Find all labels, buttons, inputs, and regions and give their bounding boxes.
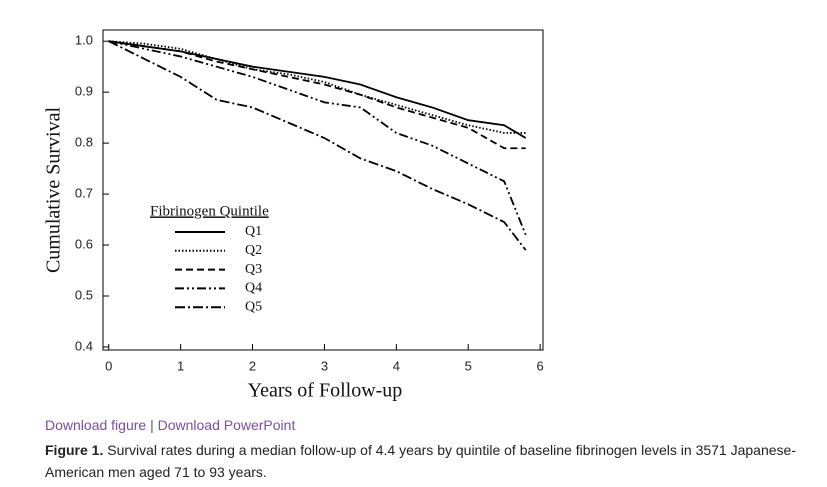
caption-label: Figure 1.	[45, 442, 104, 458]
x-tick-label: 4	[393, 358, 400, 373]
download-figure-link[interactable]: Download figure	[45, 417, 147, 433]
download-powerpoint-link[interactable]: Download PowerPoint	[157, 417, 296, 433]
y-axis-label: Cumulative Survival	[43, 107, 65, 274]
legend-label: Q2	[245, 243, 262, 258]
legend-title: Fibrinogen Quintile	[150, 203, 269, 219]
plot-frame	[102, 29, 544, 351]
chart: Years of Follow-up Cumulative Survival F…	[43, 29, 544, 402]
y-tick-label: 0.7	[75, 186, 93, 201]
x-tick-label: 2	[249, 358, 256, 373]
y-tick-label: 0.8	[75, 135, 93, 150]
download-links: Download figure | Download PowerPoint	[45, 417, 295, 433]
x-tick-label: 5	[465, 358, 472, 373]
legend-label: Q1	[245, 224, 262, 239]
x-axis-label: Years of Follow-up	[248, 380, 403, 402]
link-separator: |	[150, 417, 154, 433]
x-tick-label: 1	[177, 358, 184, 373]
y-tick-label: 0.4	[75, 338, 93, 353]
y-tick-label: 0.9	[75, 84, 93, 99]
legend-label: Q3	[245, 262, 262, 277]
x-tick-label: 0	[105, 358, 112, 373]
series-line	[108, 40, 527, 251]
series-line	[108, 40, 526, 150]
x-tick-label: 3	[321, 358, 328, 373]
x-tick-label: 6	[537, 358, 544, 373]
legend-label: Q4	[245, 281, 262, 296]
caption-text: Survival rates during a median follow-up…	[45, 442, 796, 480]
y-tick-label: 1.0	[75, 33, 93, 48]
series-line	[108, 40, 527, 236]
y-tick-label: 0.5	[75, 287, 93, 302]
y-tick-label: 0.6	[75, 236, 93, 251]
figure-caption: Figure 1. Survival rates during a median…	[45, 439, 825, 483]
legend-label: Q5	[245, 299, 262, 314]
